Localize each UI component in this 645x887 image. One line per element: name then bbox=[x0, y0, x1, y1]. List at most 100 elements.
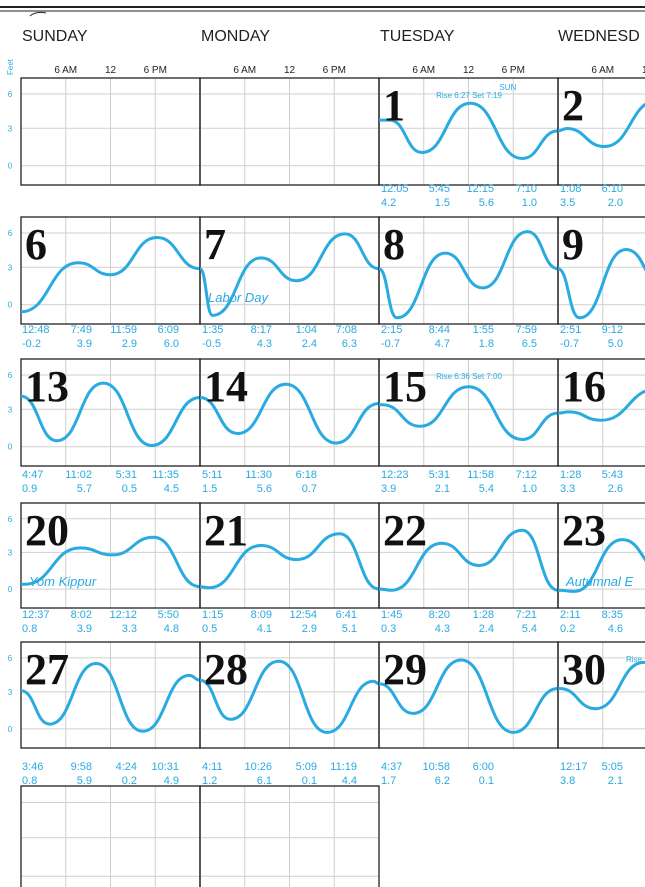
tide-curve bbox=[20, 661, 201, 733]
tide-height: 1.5 bbox=[435, 197, 450, 209]
tide-time: 5:05 bbox=[602, 761, 623, 773]
tide-time: 4:47 bbox=[22, 469, 43, 481]
tide-curve bbox=[198, 232, 380, 317]
day-number: 20 bbox=[25, 506, 69, 555]
tide-time: 7:21 bbox=[516, 609, 537, 621]
tide-curve bbox=[20, 381, 201, 448]
day-number: 1 bbox=[383, 81, 405, 130]
tide-height: 4.8 bbox=[164, 623, 179, 635]
feet-tick: 3 bbox=[8, 405, 13, 414]
day-number: 21 bbox=[204, 506, 248, 555]
day-name-monday: MONDAY bbox=[201, 28, 270, 45]
tide-time: 1:28 bbox=[473, 609, 494, 621]
day-cell: 15 Rise 6:36 Set 7:00 12:23 3.9 5:31 2.1 11:58… bbox=[378, 358, 559, 495]
hour-label: 6 PM bbox=[144, 65, 167, 76]
tide-time: 12:37 bbox=[22, 609, 50, 621]
tide-curve bbox=[558, 660, 645, 711]
feet-tick: 6 bbox=[8, 90, 13, 99]
tide-time: 2:11 bbox=[560, 609, 581, 621]
tide-height: 2.9 bbox=[302, 623, 317, 635]
tide-height: 3.9 bbox=[77, 623, 92, 635]
tide-time: 5:09 bbox=[296, 761, 317, 773]
tide-time: 11:19 bbox=[330, 761, 357, 773]
feet-tick: 3 bbox=[8, 688, 13, 697]
hour-label: 12 bbox=[105, 65, 117, 76]
tide-time: 6:18 bbox=[296, 469, 317, 481]
holiday-label: Autumnal E bbox=[565, 574, 634, 589]
tide-height: 0.2 bbox=[122, 775, 137, 787]
tide-curve bbox=[378, 528, 559, 592]
tide-time: 1:28 bbox=[560, 469, 581, 481]
tide-time: 8:17 bbox=[251, 324, 272, 336]
hour-label: 6 AM bbox=[54, 65, 77, 76]
feet-axis-label: Feet bbox=[6, 58, 15, 75]
tide-curve bbox=[378, 230, 559, 320]
feet-tick: 6 bbox=[8, 654, 13, 663]
tide-time: 8:09 bbox=[251, 609, 272, 621]
tide-time: 1:04 bbox=[296, 324, 317, 336]
tide-time: 7:10 bbox=[516, 183, 537, 195]
tide-height: 6.5 bbox=[522, 338, 537, 350]
day-name-wednesday: WEDNESD bbox=[558, 28, 640, 45]
day-border bbox=[557, 641, 645, 749]
day-cell-blank bbox=[199, 77, 380, 186]
hour-label: 12 bbox=[642, 65, 645, 76]
tide-height: -0.7 bbox=[560, 338, 579, 350]
tide-time: 12:17 bbox=[560, 761, 588, 773]
day-number: 29 bbox=[383, 645, 427, 694]
tide-time: 6:09 bbox=[158, 324, 179, 336]
week-row: 6 3 0 6 12:48 -0.2 7:49 3.9 11:59 2.9 6:09 6.0 7 Labo… bbox=[8, 216, 645, 350]
tide-height: 5.6 bbox=[479, 197, 494, 209]
feet-tick: 0 bbox=[8, 162, 13, 171]
tide-time: 10:26 bbox=[244, 761, 272, 773]
week-row: 630273:460.89:585.94:240.210:314.9284:11… bbox=[8, 641, 645, 787]
day-border bbox=[199, 785, 380, 887]
tide-height: 5.1 bbox=[342, 623, 357, 635]
tide-time: 1:15 bbox=[202, 609, 223, 621]
hour-label: 12 bbox=[463, 65, 475, 76]
tide-time: 12:15 bbox=[466, 183, 494, 195]
day-number: 30 bbox=[562, 645, 606, 694]
day-cell: 22 1:45 0.3 8:20 4.3 1:28 2.4 7:21 5.4 bbox=[378, 502, 559, 635]
tide-height: 6.2 bbox=[435, 775, 450, 787]
tide-time: 12:48 bbox=[22, 324, 50, 336]
tide-time: 8:02 bbox=[71, 609, 92, 621]
tide-time: 8:20 bbox=[429, 609, 450, 621]
tide-height: 4.9 bbox=[164, 775, 179, 787]
day-cell-blank bbox=[20, 785, 201, 887]
tide-height: 1.7 bbox=[381, 775, 396, 787]
tide-curve bbox=[379, 101, 559, 161]
tide-time: 10:58 bbox=[422, 761, 450, 773]
tide-height: 0.7 bbox=[302, 483, 317, 495]
tide-time: 1:08 bbox=[560, 183, 581, 195]
tide-height: 6.1 bbox=[257, 775, 272, 787]
tide-height: 2.6 bbox=[608, 483, 623, 495]
tide-time: 12:05 bbox=[381, 183, 409, 195]
tide-curve bbox=[21, 535, 201, 589]
sun-rise-set: Rise 6:27 Set 7:19 bbox=[436, 91, 502, 100]
day-name-sunday: SUNDAY bbox=[22, 28, 88, 45]
tide-curve bbox=[199, 382, 380, 445]
tide-height: 6.3 bbox=[342, 338, 357, 350]
tide-height: 4.6 bbox=[608, 623, 623, 635]
tide-curve bbox=[378, 658, 559, 734]
tide-height: 0.3 bbox=[381, 623, 396, 635]
tide-time: 1:35 bbox=[202, 324, 223, 336]
tide-time: 4:11 bbox=[202, 761, 223, 773]
tide-height: 6.0 bbox=[164, 338, 179, 350]
feet-tick: 6 bbox=[8, 515, 13, 524]
day-cell: 21 1:15 0.5 8:09 4.1 12:54 2.9 6:41 5.1 bbox=[199, 502, 380, 635]
day-number: 9 bbox=[562, 220, 584, 269]
day-border bbox=[557, 216, 645, 325]
tide-time: 1:55 bbox=[473, 324, 494, 336]
day-number: 2 bbox=[562, 81, 584, 130]
tide-height: 2.9 bbox=[122, 338, 137, 350]
tide-height: 5.0 bbox=[608, 338, 623, 350]
day-cell-blank bbox=[20, 77, 201, 186]
tide-height: 1.2 bbox=[202, 775, 217, 787]
day-number: 14 bbox=[204, 362, 248, 411]
holiday-label: Labor Day bbox=[208, 290, 269, 305]
tide-height: 4.3 bbox=[257, 338, 272, 350]
tide-time: 11:59 bbox=[110, 324, 137, 336]
sun-title: SUN bbox=[499, 83, 516, 92]
